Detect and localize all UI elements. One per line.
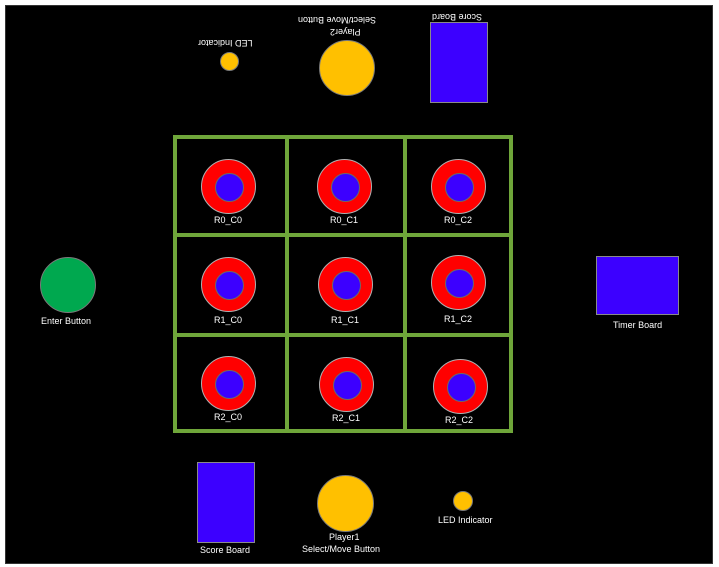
player2-score-board-label: Score Board bbox=[432, 12, 483, 22]
cell-center bbox=[333, 371, 362, 400]
player2-button-label-line2: Select/Move Button bbox=[298, 15, 377, 25]
timer-board bbox=[596, 256, 679, 315]
cell-center bbox=[215, 271, 244, 300]
game-board-diagram: LED Indicator Select/Move Button Player2… bbox=[5, 5, 713, 564]
cell-ring bbox=[317, 159, 372, 214]
timer-board-label: Timer Board bbox=[613, 320, 663, 330]
player1-select-move-button[interactable] bbox=[317, 475, 374, 532]
cell-ring bbox=[431, 159, 486, 214]
grid-line-v2 bbox=[403, 135, 407, 433]
cell-ring bbox=[201, 356, 256, 411]
player2-led-indicator-label: LED Indicator bbox=[198, 38, 253, 48]
grid-line-v3 bbox=[509, 135, 513, 433]
cell-ring bbox=[433, 359, 488, 414]
cell-center bbox=[215, 370, 244, 399]
cell-ring bbox=[201, 257, 256, 312]
player1-led-indicator bbox=[453, 491, 473, 511]
cell-label: R0_C1 bbox=[329, 215, 358, 225]
cell-label: R1_C2 bbox=[443, 314, 472, 324]
cell-center bbox=[447, 373, 476, 402]
cell-center bbox=[445, 269, 474, 298]
grid-line-h2 bbox=[173, 333, 513, 337]
cell-label: R2_C2 bbox=[444, 415, 473, 425]
player1-led-indicator-label: LED Indicator bbox=[438, 515, 493, 525]
enter-button[interactable] bbox=[40, 257, 96, 313]
grid-line-v1 bbox=[285, 135, 289, 433]
cell-label: R0_C2 bbox=[443, 215, 472, 225]
enter-button-label: Enter Button bbox=[41, 316, 92, 326]
player1-button-label-line1: Player1 bbox=[329, 532, 360, 542]
cell-ring bbox=[201, 159, 256, 214]
cell-center bbox=[331, 173, 360, 202]
grid-line-h3 bbox=[173, 429, 513, 433]
grid-line-v0 bbox=[173, 135, 177, 433]
player2-select-move-button[interactable] bbox=[319, 40, 375, 96]
cell-label: R2_C1 bbox=[331, 413, 360, 423]
player2-score-board bbox=[430, 22, 488, 103]
grid-line-h0 bbox=[173, 135, 513, 139]
cell-label: R2_C0 bbox=[213, 412, 242, 422]
cell-label: R1_C1 bbox=[330, 315, 359, 325]
cell-ring bbox=[318, 257, 373, 312]
player1-button-label-line2: Select/Move Button bbox=[302, 544, 381, 554]
player2-led-indicator bbox=[220, 52, 239, 71]
player1-score-board-label: Score Board bbox=[200, 545, 251, 555]
cell-label: R0_C0 bbox=[213, 215, 242, 225]
cell-center bbox=[445, 173, 474, 202]
cell-center bbox=[215, 173, 244, 202]
cell-center bbox=[332, 271, 361, 300]
player2-button-label-line1: Player2 bbox=[330, 27, 361, 37]
grid-line-h1 bbox=[173, 233, 513, 237]
cell-ring bbox=[319, 357, 374, 412]
player1-score-board bbox=[197, 462, 255, 543]
cell-label: R1_C0 bbox=[213, 315, 242, 325]
cell-ring bbox=[431, 255, 486, 310]
